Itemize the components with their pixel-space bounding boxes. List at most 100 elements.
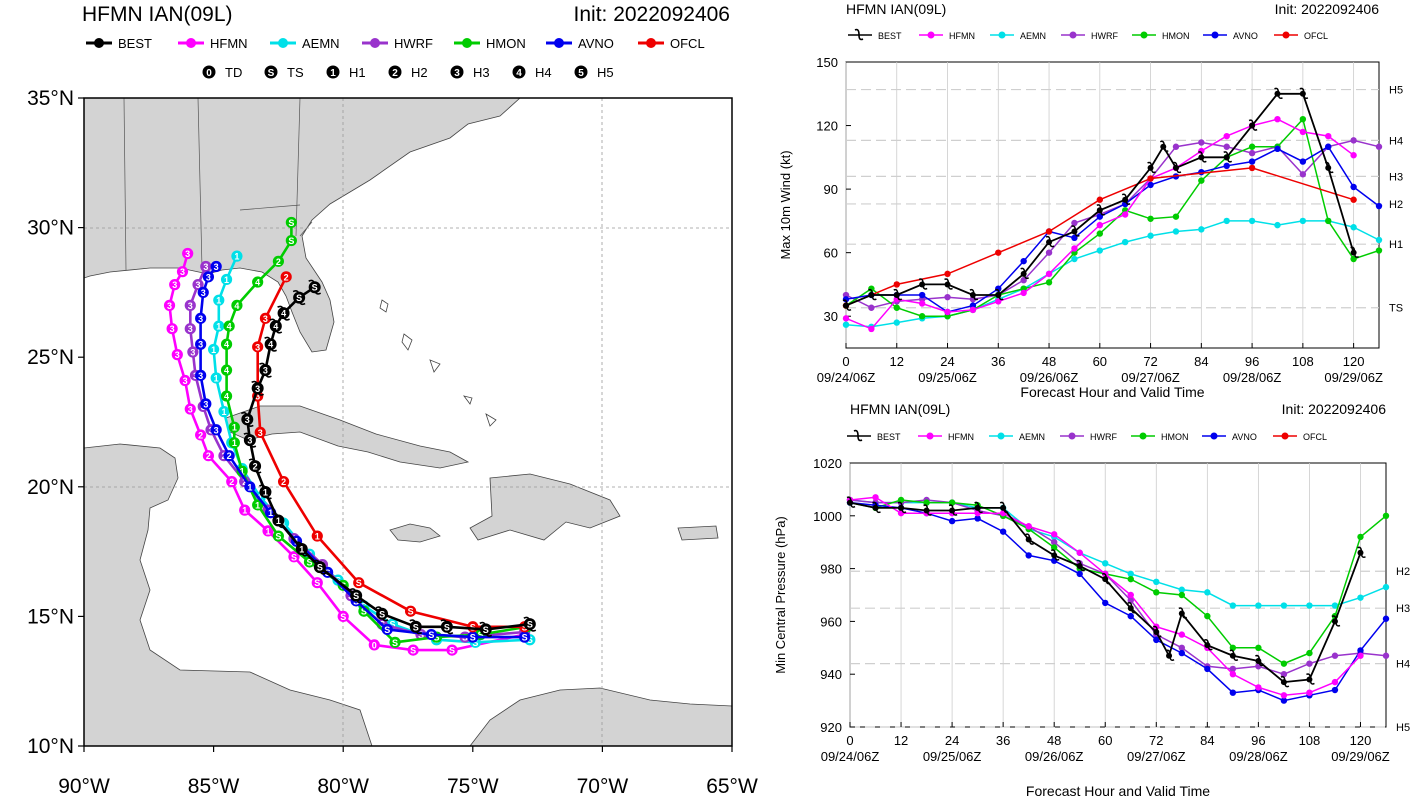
track-intensity-label: 4 bbox=[255, 278, 260, 288]
series-point-avno bbox=[1071, 234, 1078, 242]
chart-legend-hurricane-symbol bbox=[854, 28, 864, 41]
track-intensity-label: S bbox=[392, 638, 398, 648]
track-intensity-label: 3 bbox=[263, 314, 268, 324]
best-hurricane-symbol bbox=[1050, 549, 1060, 561]
track-point-hwrf bbox=[184, 299, 196, 311]
best-point bbox=[1198, 154, 1205, 161]
track-intensity-label: S bbox=[384, 625, 390, 635]
map-ytick-label: 30°N bbox=[27, 217, 74, 240]
series-point-hmon bbox=[1147, 215, 1154, 222]
best-hurricane-symbol bbox=[1152, 625, 1162, 638]
track-point-hfmn bbox=[163, 299, 176, 311]
legend-label-best: BEST bbox=[118, 36, 152, 51]
track-intensity-label: S bbox=[361, 607, 367, 617]
land-jamaica bbox=[389, 523, 441, 543]
x-date-label: 09/26/06Z bbox=[1020, 370, 1079, 385]
series-point-hmon bbox=[1172, 213, 1180, 220]
best-track-hurricane-symbol bbox=[313, 559, 327, 575]
chart-legend-marker-aemn bbox=[997, 432, 1005, 440]
track-intensity-label: 1 bbox=[232, 438, 237, 448]
track-point-hfmn bbox=[226, 476, 238, 488]
best-point bbox=[1223, 154, 1230, 161]
track-intensity-label: 1 bbox=[315, 532, 320, 542]
series-point-hmon bbox=[948, 499, 956, 506]
series-point-avno bbox=[1331, 686, 1339, 694]
best-hurricane-symbol bbox=[1350, 246, 1359, 258]
track-intensity-label: 4 bbox=[234, 301, 239, 311]
legend-marker-best bbox=[94, 38, 104, 48]
track-intensity-label: 1 bbox=[216, 296, 221, 306]
track-intensity-label: 1 bbox=[255, 500, 260, 510]
track-point-avno bbox=[519, 631, 531, 643]
series-point-hwrf bbox=[1172, 143, 1180, 150]
track-intensity-label: 3 bbox=[245, 415, 250, 425]
x-tick-label: 60 bbox=[1098, 733, 1112, 748]
best-point bbox=[1229, 652, 1236, 659]
best-hurricane-symbol bbox=[944, 278, 953, 290]
code-symbol-h3: 3 bbox=[454, 68, 460, 79]
x-tick-label: 0 bbox=[846, 733, 853, 748]
x-tick-label: 120 bbox=[1343, 354, 1365, 369]
chart-legend-marker-hfmn bbox=[926, 432, 934, 440]
best-hurricane-symbol bbox=[1020, 267, 1030, 280]
x-date-label: 09/26/06Z bbox=[1025, 749, 1084, 764]
best-point bbox=[1127, 605, 1134, 612]
series-point-aemn bbox=[1350, 224, 1357, 231]
track-intensity-label: 2 bbox=[206, 451, 211, 461]
series-point-hfmn bbox=[1127, 591, 1134, 599]
series-point-hmon bbox=[1096, 230, 1104, 237]
track-point-hfmn bbox=[176, 266, 189, 278]
series-point-hmon bbox=[1350, 255, 1357, 263]
series-point-hfmn bbox=[1299, 128, 1307, 136]
track-point-hfmn bbox=[171, 349, 183, 361]
series-point-avno bbox=[1274, 145, 1281, 153]
series-point-hfmn bbox=[842, 315, 850, 322]
track-intensity-label: 1 bbox=[224, 275, 229, 285]
track-intensity-label: 3 bbox=[198, 340, 203, 350]
track-intensity-label: 2 bbox=[281, 477, 286, 487]
x-tick-label: 108 bbox=[1292, 354, 1314, 369]
x-tick-label: 72 bbox=[1149, 733, 1163, 748]
best-track-hurricane-symbol bbox=[243, 432, 257, 448]
track-intensity-label: 3 bbox=[170, 324, 175, 334]
track-intensity-label: S bbox=[483, 625, 489, 635]
legend-marker-ofcl bbox=[646, 38, 656, 48]
chart-legend-hurricane-symbol bbox=[853, 429, 863, 442]
best-point bbox=[1274, 90, 1281, 97]
series-point-hfmn bbox=[969, 306, 977, 314]
best-point bbox=[872, 504, 879, 511]
series-point-avno bbox=[1050, 557, 1058, 564]
best-hurricane-symbol bbox=[923, 504, 932, 516]
code-marker-td bbox=[202, 65, 216, 79]
series-line-best bbox=[849, 501, 1362, 684]
series-point-hmon bbox=[923, 499, 930, 506]
track-intensity-label: 3 bbox=[255, 392, 260, 402]
best-point bbox=[1357, 549, 1364, 556]
series-point-hfmn bbox=[1045, 270, 1053, 278]
track-intensity-label: S bbox=[306, 557, 312, 567]
track-point-hwrf bbox=[200, 260, 212, 273]
map-ytick-label: 15°N bbox=[27, 605, 74, 628]
track-intensity-label: S bbox=[527, 620, 533, 630]
series-line-best bbox=[845, 92, 1355, 307]
chart-legend-marker-hwrf bbox=[1069, 31, 1077, 39]
x-date-label: 09/25/06Z bbox=[918, 370, 977, 385]
track-intensity-label: 4 bbox=[224, 340, 229, 350]
track-point-ofcl bbox=[353, 577, 365, 589]
best-hurricane-symbol bbox=[1203, 638, 1213, 651]
track-intensity-label: 2 bbox=[227, 451, 232, 461]
track-intensity-label: 3 bbox=[258, 428, 263, 438]
map-xtick-label: 85°W bbox=[188, 775, 240, 798]
best-hurricane-symbol bbox=[1255, 654, 1264, 667]
series-point-hmon bbox=[1357, 533, 1364, 541]
track-point-hmon bbox=[220, 390, 233, 402]
best-point bbox=[923, 507, 930, 514]
best-point bbox=[1299, 90, 1306, 97]
series-point-aemn bbox=[1229, 602, 1237, 609]
track-point-avno bbox=[244, 481, 256, 493]
series-point-aemn bbox=[1198, 226, 1205, 233]
code-label-h1: H1 bbox=[349, 65, 366, 80]
best-hurricane-symbol bbox=[893, 288, 903, 301]
series-point-aemn bbox=[1153, 578, 1160, 585]
track-intensity-label: S bbox=[379, 609, 385, 619]
